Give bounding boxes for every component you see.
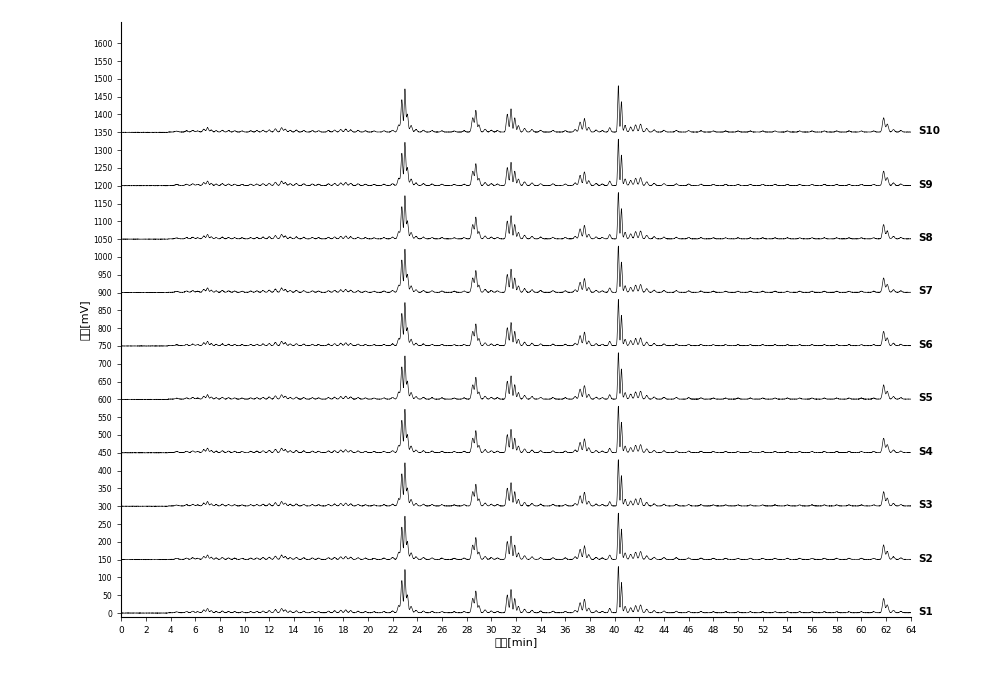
Text: S5: S5: [918, 393, 933, 403]
Text: S8: S8: [918, 233, 933, 243]
Y-axis label: 信号[mV]: 信号[mV]: [80, 299, 90, 339]
Text: S6: S6: [918, 340, 933, 350]
X-axis label: 时间[min]: 时间[min]: [494, 638, 538, 647]
Text: S10: S10: [918, 126, 940, 136]
Text: S4: S4: [918, 446, 933, 457]
Text: S1: S1: [918, 607, 933, 617]
Text: S7: S7: [918, 286, 933, 297]
Text: S3: S3: [918, 500, 933, 510]
Text: S9: S9: [918, 179, 933, 190]
Text: S2: S2: [918, 553, 933, 564]
